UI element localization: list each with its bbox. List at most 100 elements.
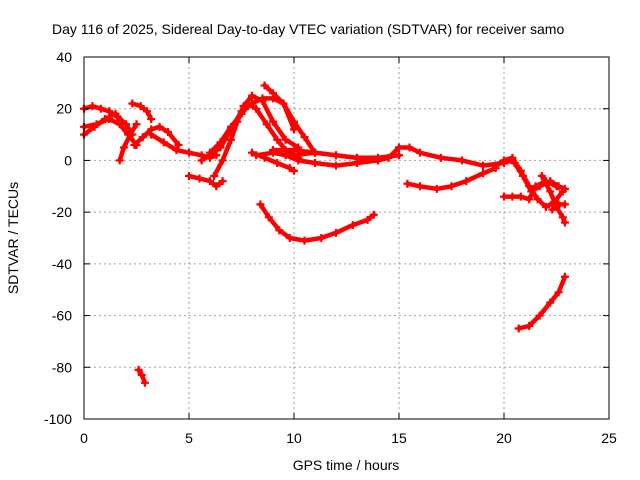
data-point-marker [92,120,101,129]
data-point-marker [558,213,567,222]
x-axis-label: GPS time / hours [293,457,400,473]
data-point-marker [403,179,412,188]
data-point-marker [279,99,288,108]
data-point-marker [527,187,536,196]
y-tick-label: 0 [64,152,72,168]
data-point-marker [164,127,172,136]
series-track-22 [510,159,569,196]
data-point-marker [262,120,271,129]
y-tick-label: -80 [52,359,72,375]
series-track-5 [128,99,156,124]
data-point-marker [218,156,227,165]
data-point-marker [260,153,269,162]
data-point-marker [416,148,424,157]
data-point-marker [285,234,294,242]
data-point-marker [159,138,168,147]
data-point-marker [546,177,555,186]
data-point-marker [300,133,309,142]
data-point-marker [285,164,294,173]
data-point-marker [290,151,298,160]
y-tick-label: -40 [52,256,72,272]
data-point-marker [416,182,424,191]
data-point-marker [147,130,156,139]
x-tick-label: 0 [80,430,88,446]
data-point-marker [447,182,456,191]
data-point-marker [185,148,193,157]
data-point-marker [374,153,382,162]
data-series [80,81,569,387]
data-point-marker [300,236,309,245]
data-point-marker [317,234,326,242]
series-track-25 [514,272,569,333]
data-point-marker [111,109,120,118]
data-point-marker [560,184,569,193]
data-point-marker [264,213,273,222]
data-point-marker [197,156,206,165]
x-tick-label: 5 [185,430,193,446]
data-point-marker [206,148,214,157]
data-point-marker [132,120,141,129]
series-track-24 [548,200,569,214]
data-point-marker [227,122,235,131]
y-axis-label: SDTVAR / TECUs [5,182,21,294]
data-point-marker [537,171,546,180]
data-point-marker [281,151,290,160]
data-point-marker [363,215,372,224]
data-point-marker [290,117,298,126]
data-point-marker [462,177,471,186]
data-point-marker [437,153,445,162]
data-point-marker [126,130,135,139]
x-tick-label: 20 [496,430,512,446]
data-point-marker [105,115,114,124]
data-point-marker [269,117,277,126]
data-point-marker [369,210,378,219]
data-point-marker [119,143,128,152]
chart-title: Day 116 of 2025, Sidereal Day-to-day VTE… [52,21,564,37]
y-tick-label: -60 [52,308,72,324]
data-point-marker [130,140,139,149]
data-point-marker [212,182,221,191]
series-track-8 [185,171,227,191]
data-point-marker [115,156,124,165]
y-tick-label: -20 [52,204,72,220]
axis-ticks [83,56,610,420]
data-point-marker [458,156,466,165]
data-point-marker [273,159,282,168]
data-point-marker [237,109,246,118]
data-point-marker [128,99,137,108]
series-track-4 [115,120,141,165]
y-tick-label: -100 [44,411,72,427]
data-point-marker [147,115,156,124]
data-point-marker [514,324,523,333]
data-point-marker [311,159,319,168]
data-point-marker [518,171,527,180]
data-point-marker [88,102,97,111]
data-point-marker [554,182,563,191]
data-point-marker [554,288,563,297]
series-line [117,121,139,163]
data-point-marker [311,148,319,157]
data-point-marker [353,153,361,162]
data-point-marker [134,365,143,374]
data-point-marker [332,151,340,160]
x-tick-labels: 0 5 10 15 20 25 [80,430,617,446]
series-track-26 [134,365,149,387]
data-point-marker [218,177,227,186]
data-point-marker [140,378,149,387]
data-point-marker [136,102,145,111]
data-point-marker [332,228,340,237]
data-point-marker [248,148,256,157]
series-line [132,124,181,148]
y-tick-labels: 40 20 0 -20 -40 -60 -80 -100 [44,49,72,427]
data-point-marker [248,91,256,100]
series-line [130,101,154,122]
data-point-marker [227,135,235,144]
data-point-marker [273,135,282,144]
data-point-marker [432,184,441,193]
x-tick-label: 15 [391,430,407,446]
data-point-marker [332,161,340,170]
data-point-marker [185,171,193,180]
data-point-marker [516,192,525,201]
